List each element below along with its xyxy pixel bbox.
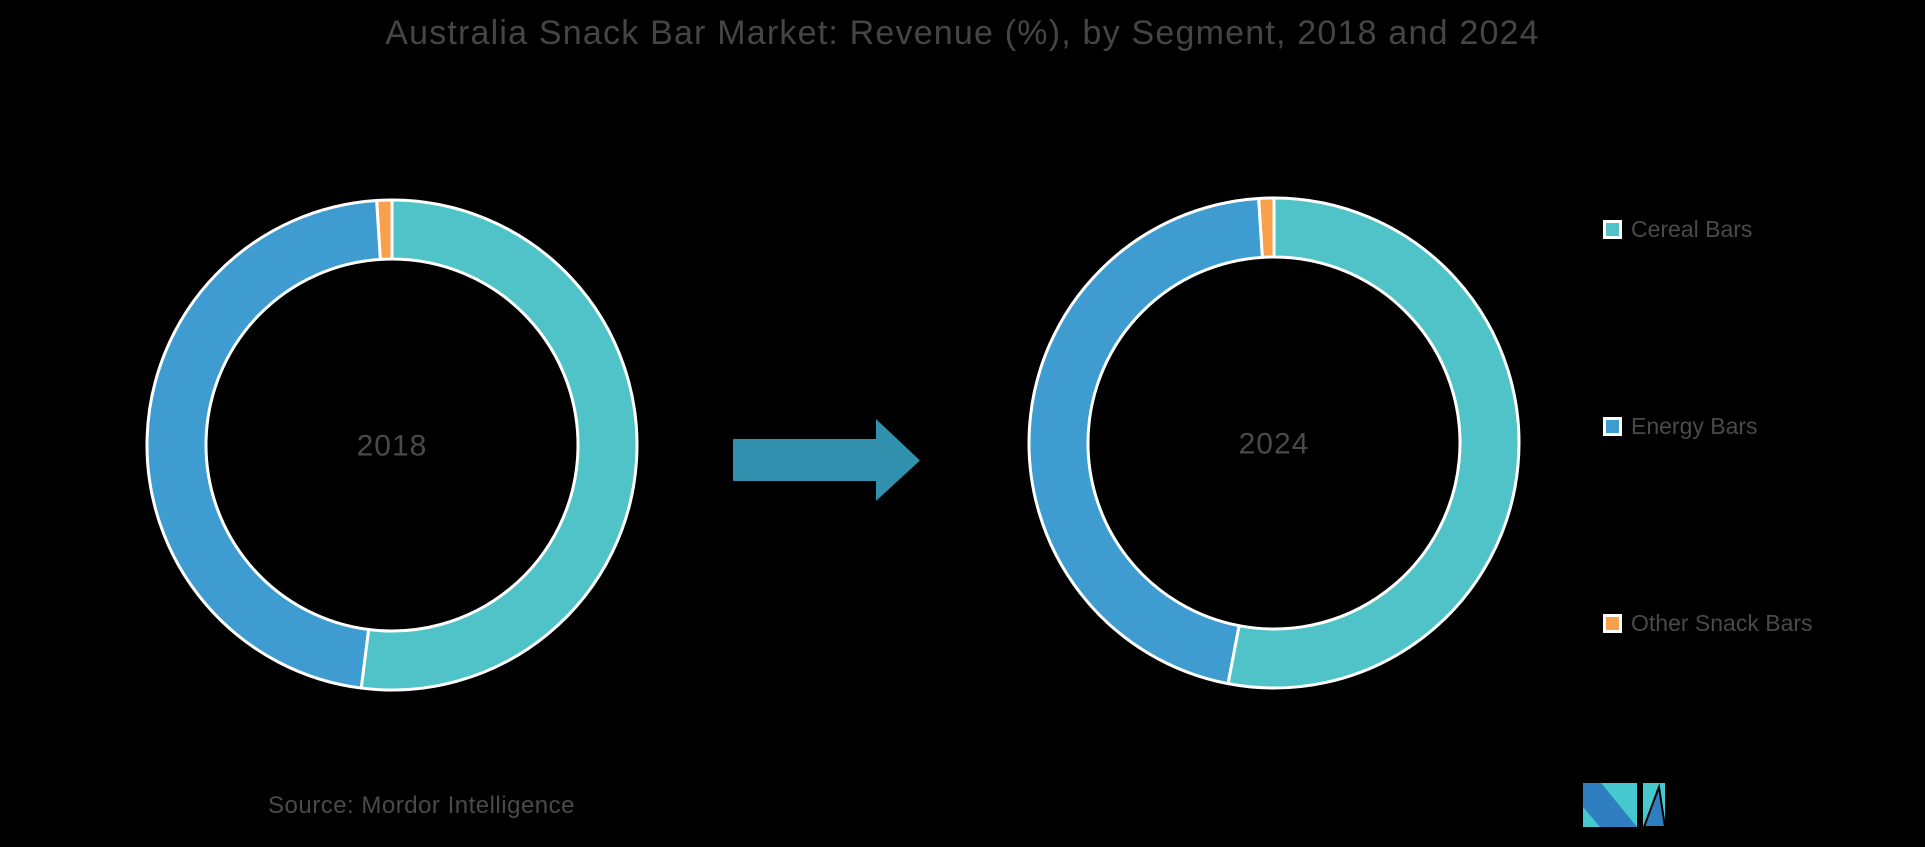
legend-swatch-cereal-bars bbox=[1603, 220, 1622, 239]
legend-swatch-other-snack-bars bbox=[1603, 614, 1622, 633]
source-note: Source: Mordor Intelligence bbox=[268, 792, 575, 819]
legend-item-energy-bars[interactable]: Energy Bars bbox=[1603, 413, 1813, 440]
slice-energy-bars[interactable] bbox=[145, 198, 382, 690]
legend: Cereal Bars Energy Bars Other Snack Bars bbox=[1603, 216, 1813, 637]
slice-cereal-bars[interactable] bbox=[359, 198, 639, 692]
legend-label-cereal-bars: Cereal Bars bbox=[1631, 216, 1753, 242]
logo-m-blue-stroke bbox=[1583, 783, 1637, 827]
donut-chart-2018: 2018 bbox=[145, 198, 639, 692]
slice-energy-bars[interactable] bbox=[1027, 196, 1264, 686]
chart-title: Australia Snack Bar Market: Revenue (%),… bbox=[385, 14, 1540, 52]
right-arrow-icon bbox=[733, 419, 920, 501]
legend-item-other-snack-bars[interactable]: Other Snack Bars bbox=[1603, 610, 1813, 637]
donut-center-label-2018: 2018 bbox=[357, 430, 428, 463]
logo-n-blue-triangle bbox=[1642, 783, 1665, 827]
legend-item-cereal-bars[interactable]: Cereal Bars bbox=[1603, 216, 1813, 243]
slice-cereal-bars[interactable] bbox=[1226, 196, 1521, 690]
right-arrow-shape bbox=[733, 419, 920, 501]
donut-chart-2024: 2024 bbox=[1027, 196, 1521, 690]
legend-label-other-snack-bars: Other Snack Bars bbox=[1631, 610, 1813, 636]
legend-swatch-energy-bars bbox=[1603, 417, 1622, 436]
legend-label-energy-bars: Energy Bars bbox=[1631, 413, 1758, 439]
mordor-intelligence-logo-icon bbox=[1583, 783, 1665, 827]
donut-center-label-2024: 2024 bbox=[1239, 428, 1310, 461]
